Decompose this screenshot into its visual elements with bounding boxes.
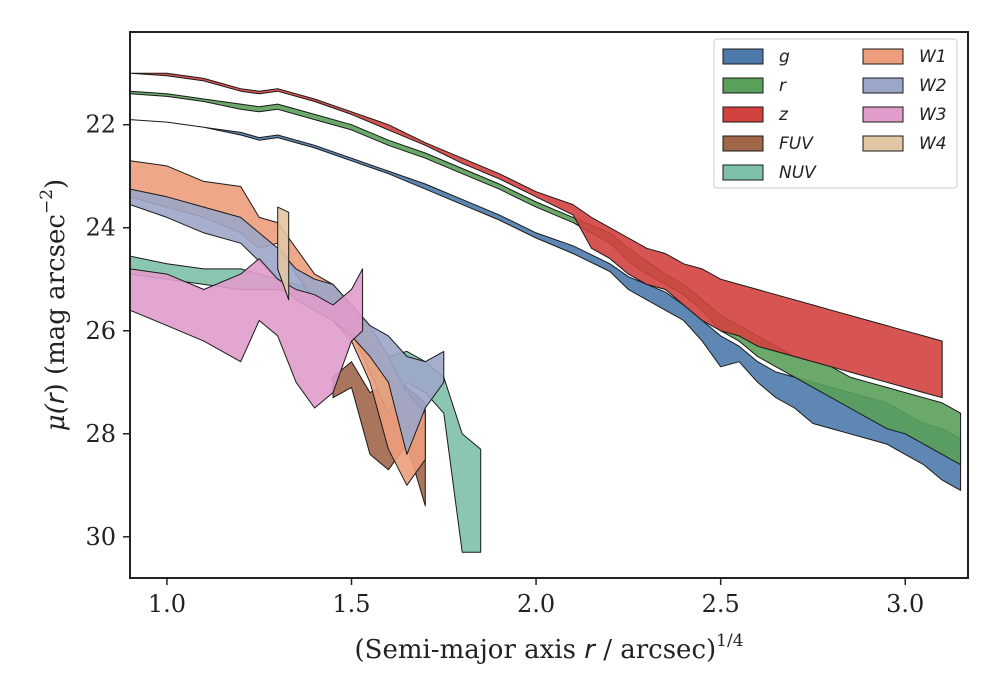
legend-label-nuv: NUV	[779, 163, 817, 183]
x-tick-label: 1.0	[148, 590, 186, 618]
legend-swatch-w4	[862, 135, 904, 152]
legend-swatch-fuv	[722, 135, 764, 152]
legend-swatch-g	[722, 48, 764, 65]
band-w3	[130, 258, 364, 409]
legend-label-w2: W2	[919, 76, 947, 96]
band-z	[130, 72, 943, 399]
band-r	[130, 90, 962, 466]
y-tick-label: 28	[85, 420, 116, 448]
legend-label-w3: W3	[919, 105, 947, 125]
x-tick-label: 2.5	[702, 590, 740, 618]
x-axis-label: (Semi-major axis r / arcsec)1/4	[354, 631, 743, 665]
y-tick-label: 30	[85, 523, 116, 551]
legend-label-w1: W1	[919, 47, 947, 67]
x-axis: 1.0 1.5 2.0 2.5 3.0	[148, 578, 924, 618]
y-axis-label: μ(r) (mag arcsec−2)	[37, 179, 71, 431]
legend-swatch-nuv	[722, 164, 764, 181]
legend-label-g: g	[779, 47, 790, 67]
legend: grz FUV NUV W1 W2 W3 W4	[713, 38, 958, 189]
band-w4	[277, 206, 290, 301]
legend-label-r: r	[779, 76, 787, 96]
data-bands	[130, 72, 962, 553]
legend-swatch-r	[722, 77, 764, 94]
y-tick-label: 24	[85, 214, 116, 242]
legend-label-fuv: FUV	[779, 134, 814, 154]
legend-swatch-w2	[862, 77, 904, 94]
legend-swatch-z	[722, 106, 764, 123]
y-tick-label: 26	[85, 317, 116, 345]
y-tick-label: 22	[85, 111, 116, 139]
x-tick-label: 2.0	[517, 590, 555, 618]
y-axis: 22 24 26 28 30	[85, 111, 130, 551]
legend-swatch-w1	[862, 48, 904, 65]
x-tick-label: 1.5	[332, 590, 370, 618]
plot-frame	[129, 31, 969, 579]
legend-label-z: z	[778, 105, 789, 125]
legend-label-w4: W4	[919, 134, 947, 154]
x-tick-label: 3.0	[886, 590, 924, 618]
legend-swatch-w3	[862, 106, 904, 123]
